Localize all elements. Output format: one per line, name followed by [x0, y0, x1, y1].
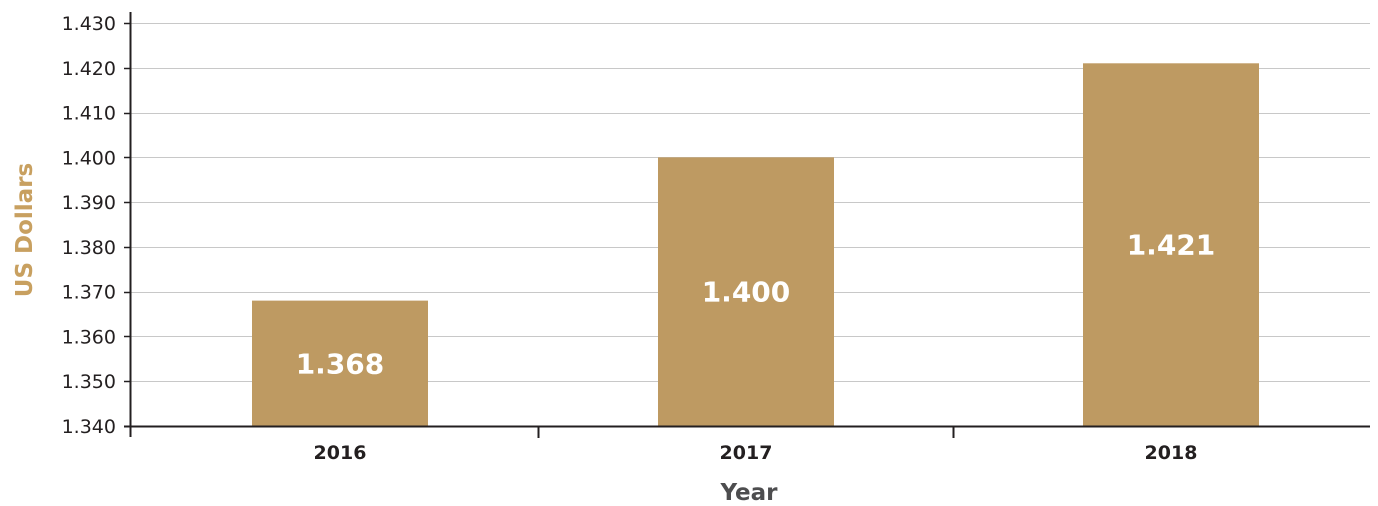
bar-2018	[1083, 63, 1259, 427]
y-tick-labels: 1.340 1.350 1.360 1.370 1.380 1.390 1.400 1.410…	[62, 13, 116, 438]
y-tick-label: 1.400	[62, 147, 116, 169]
x-tick-label: 2018	[1145, 442, 1198, 464]
bar-2016	[252, 300, 428, 426]
y-tick-label: 1.350	[62, 371, 116, 393]
x-tick-marks	[537, 426, 955, 438]
axes	[124, 12, 1370, 437]
y-tick-label: 1.380	[62, 237, 116, 259]
data-label: 1.400	[702, 276, 791, 309]
x-tick-label: 2016	[314, 442, 367, 464]
y-tick-label: 1.340	[62, 416, 116, 438]
y-tick-label: 1.410	[62, 103, 116, 125]
data-label: 1.368	[296, 347, 385, 380]
y-tick-label: 1.370	[62, 282, 116, 304]
x-axis-title: Year	[719, 480, 778, 506]
bars	[252, 63, 1259, 427]
bar-2017	[658, 157, 834, 427]
x-tick-label: 2017	[720, 442, 773, 464]
y-tick-label: 1.360	[62, 326, 116, 348]
y-tick-label: 1.430	[62, 13, 116, 35]
y-axis-title: US Dollars	[12, 163, 38, 297]
y-tick-label: 1.390	[62, 192, 116, 214]
data-label: 1.421	[1127, 229, 1216, 262]
bar-data-labels: 1.368 1.400 1.421	[296, 229, 1216, 381]
y-tick-label: 1.420	[62, 58, 116, 80]
x-category-labels: 2016 2017 2018	[314, 442, 1198, 464]
